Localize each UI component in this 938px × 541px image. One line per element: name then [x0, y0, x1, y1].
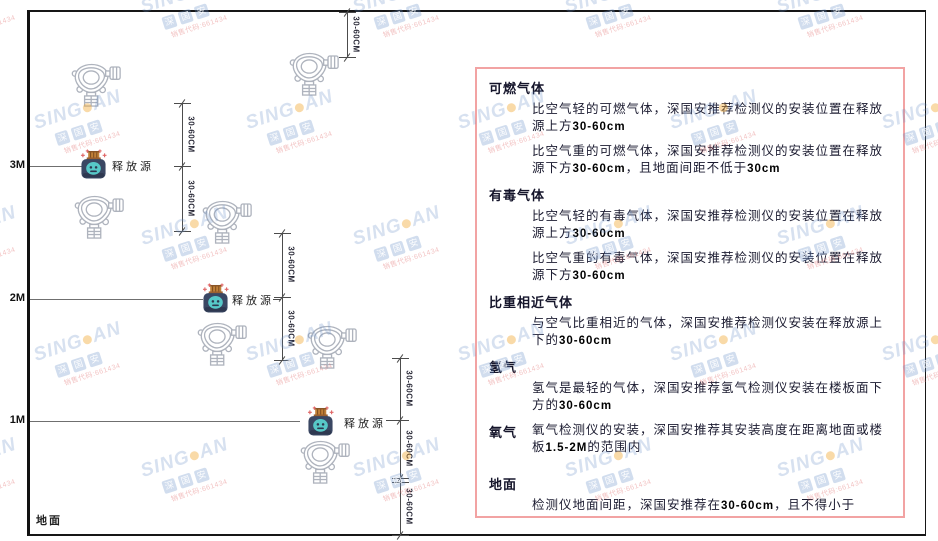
panel-paragraph: 比空气重的有毒气体，深国安推荐检测仪的安装位置在释放源下方30-60cm — [532, 251, 884, 282]
guideline-panel: 可燃气体比空气轻的可燃气体，深国安推荐检测仪的安装位置在释放源上方30-60cm… — [475, 67, 905, 518]
panel-section: 比重相近气体与空气比重相近的气体，深国安推荐检测仪安装在释放源上下的30-60c… — [489, 292, 891, 350]
dimension-label: 30-60CM — [286, 246, 296, 283]
label-connector — [386, 420, 399, 421]
dimension-label: 30-60CM — [404, 430, 414, 467]
dimension-label: 30-60CM — [186, 179, 196, 217]
panel-section-header: 比重相近气体 — [489, 295, 574, 310]
dimension-label: 30-60CM — [351, 15, 361, 53]
panel-section-header: 氢气 — [489, 360, 518, 375]
ground-label: 地面 — [36, 515, 62, 527]
level-line — [30, 299, 203, 300]
label-connector — [273, 299, 281, 300]
dimension-tick — [392, 482, 409, 483]
level-label: 3M — [9, 159, 25, 171]
guideline-sections: 可燃气体比空气轻的可燃气体，深国安推荐检测仪的安装位置在释放源上方30-60cm… — [489, 78, 891, 516]
gas-detector-icon — [300, 440, 350, 484]
level-line — [30, 421, 300, 422]
gas-detector-icon — [74, 195, 124, 239]
watermark-dot-icon — [930, 101, 938, 114]
panel-section-header: 有毒气体 — [489, 188, 546, 203]
release-source-label: 释放源 — [112, 161, 154, 173]
panel-section: 氧气 氧气检测仪的安装，深国安推荐其安装高度在距离地面或楼板1.5-2M的范围内 — [489, 422, 891, 457]
release-source-label: 释放源 — [344, 418, 386, 430]
release-source-icon — [80, 149, 107, 179]
panel-section: 有毒气体比空气轻的有毒气体，深国安推荐检测仪的安装位置在释放源上方30-60cm… — [489, 185, 891, 285]
panel-paragraph: 比空气重的可燃气体，深国安推荐检测仪的安装位置在释放源下方30-60cm，且地面… — [532, 144, 884, 175]
panel-section: 地面检测仪地面间距，深国安推荐在30-60cm，且不得小于30cm，因为过低容易… — [489, 474, 891, 516]
release-source-icon — [307, 406, 334, 436]
dimension-label: 30-60CM — [286, 309, 296, 347]
level-line — [30, 166, 82, 167]
panel-section: 可燃气体比空气轻的可燃气体，深国安推荐检测仪的安装位置在释放源上方30-60cm… — [489, 78, 891, 178]
dimension-line — [347, 12, 348, 57]
panel-paragraph: 氧气检测仪的安装，深国安推荐其安装高度在距离地面或楼板1.5-2M的范围内 — [532, 423, 884, 454]
watermark-dot-icon — [930, 333, 938, 346]
release-source-label: 释放源 — [232, 295, 274, 307]
panel-paragraph: 与空气比重相近的气体，深国安推荐检测仪安装在释放源上下的30-60cm — [532, 316, 884, 347]
panel-section-header: 氧气 — [489, 425, 518, 440]
dimension-label: 30-60CM — [404, 487, 414, 525]
panel-paragraph: 比空气轻的可燃气体，深国安推荐检测仪的安装位置在释放源上方30-60cm — [532, 102, 884, 133]
panel-paragraph: 氢气是最轻的气体，深国安推荐氢气检测仪安装在楼板面下方的30-60cm — [532, 381, 884, 412]
panel-paragraph: 检测仪地面间距，深国安推荐在30-60cm，且不得小于30cm，因为过低容易水溅… — [532, 498, 856, 512]
dimension-label: 30-60CM — [404, 370, 414, 407]
dimension-line — [182, 103, 183, 231]
gas-detector-icon — [202, 200, 252, 244]
level-label: 1M — [9, 414, 25, 426]
gas-detector-icon — [289, 52, 339, 96]
gas-detector-icon — [307, 325, 357, 369]
panel-section: 氢气 氢气是最轻的气体，深国安推荐氢气检测仪安装在楼板面下方的30-60cm — [489, 357, 891, 415]
level-label: 2M — [9, 292, 25, 304]
panel-section-header: 地面 — [489, 477, 518, 492]
release-source-icon — [202, 283, 229, 313]
dimension-line — [400, 358, 401, 535]
panel-section-header: 可燃气体 — [489, 81, 546, 96]
gas-detector-icon — [197, 322, 247, 366]
room-frame — [27, 10, 926, 536]
gas-detector-icon — [71, 63, 121, 107]
panel-paragraph: 比空气轻的有毒气体，深国安推荐检测仪的安装位置在释放源上方30-60cm — [532, 209, 884, 240]
dimension-label: 30-60CM — [186, 115, 196, 153]
